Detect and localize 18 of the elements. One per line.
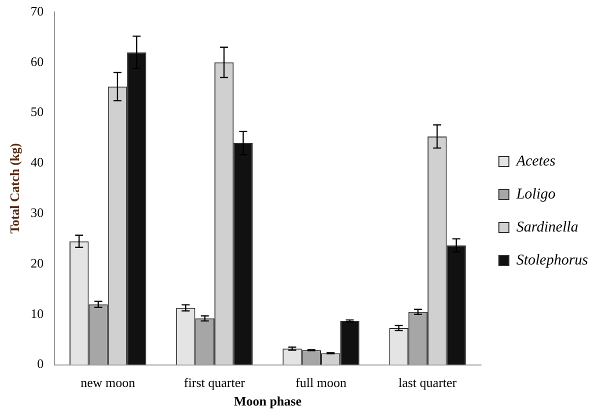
y-tick-label: 60 (30, 54, 44, 69)
legend-label: Stolephorus (516, 252, 588, 268)
x-tick-label: new moon (80, 375, 136, 390)
y-axis-title: Total Catch (kg) (7, 143, 22, 234)
y-tick-label: 50 (30, 104, 44, 120)
legend-label: Loligo (515, 186, 556, 202)
y-tick-label: 30 (30, 205, 44, 220)
y-tick-label: 0 (37, 356, 44, 372)
x-axis-title: Moon phase (234, 394, 302, 409)
y-tick-label: 40 (30, 154, 44, 170)
legend-label: Sardinella (516, 219, 578, 236)
x-tick-label: last quarter (398, 375, 458, 390)
x-tick-label: full moon (296, 375, 347, 390)
legend-label: Acetes (515, 153, 556, 170)
y-tick-label: 70 (30, 3, 44, 18)
x-tick-label: first quarter (184, 375, 246, 390)
y-tick-label: 10 (30, 306, 44, 321)
y-tick-label: 20 (30, 255, 44, 270)
